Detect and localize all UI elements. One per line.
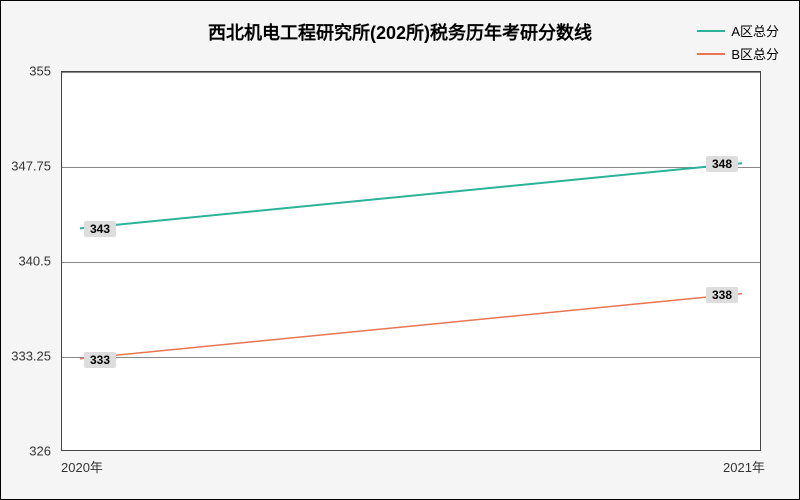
line-series-a [80,163,742,228]
y-tick-340-5: 340.5 [6,254,51,269]
data-label: 343 [84,221,116,237]
legend-label-b: B区总分 [731,44,779,63]
legend-item-a: A区总分 [697,21,779,40]
plot-area: 343 348 333 338 [61,71,761,451]
legend-swatch-a [697,30,725,32]
legend-item-b: B区总分 [697,44,779,63]
legend-swatch-b [697,53,725,55]
data-label: 333 [84,352,116,368]
y-tick-326: 326 [6,444,51,459]
y-tick-333-25: 333.25 [6,349,51,364]
x-tick-2021: 2021年 [723,457,765,476]
chart-title: 西北机电工程研究所(202所)税务历年考研分数线 [208,19,592,45]
x-tick-2020: 2020年 [61,457,103,476]
chart-lines [62,72,760,450]
data-label: 348 [706,156,738,172]
legend-label-a: A区总分 [731,21,779,40]
data-label: 338 [706,287,738,303]
line-series-b [80,294,742,359]
legend: A区总分 B区总分 [697,21,779,67]
y-tick-347-75: 347.75 [6,159,51,174]
y-tick-355: 355 [6,64,51,79]
chart-container: 西北机电工程研究所(202所)税务历年考研分数线 A区总分 B区总分 355 3… [0,0,800,500]
